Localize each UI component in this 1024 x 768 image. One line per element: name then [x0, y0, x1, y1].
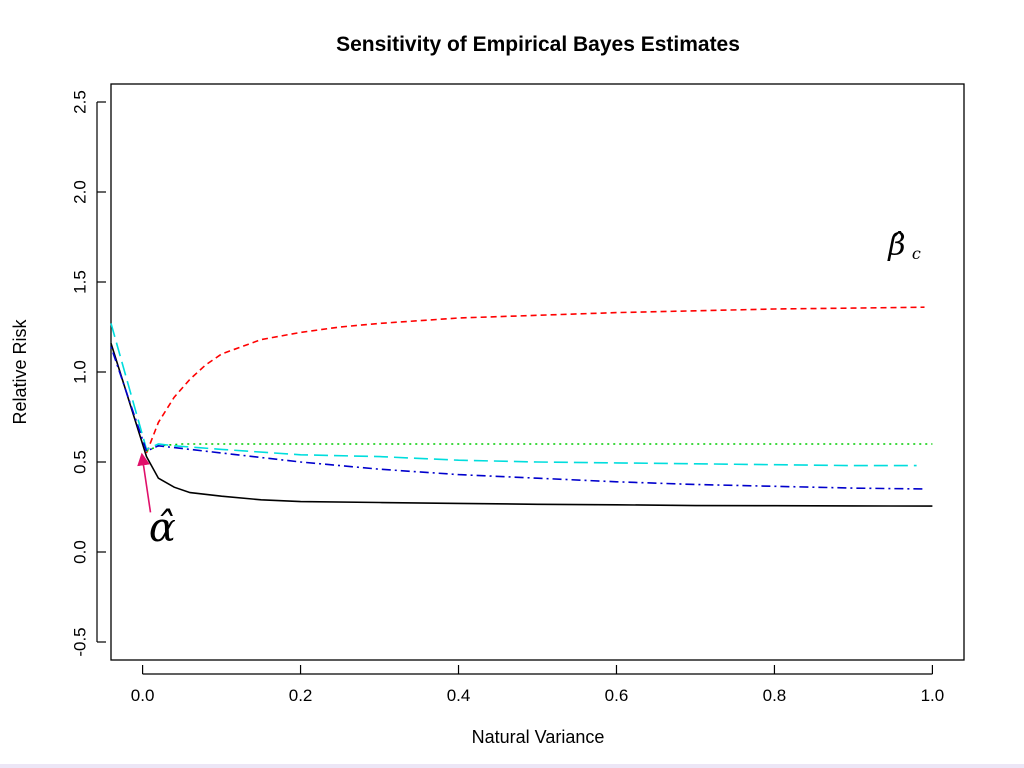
- annotation-layer: α̂ β̂ c: [137, 228, 921, 551]
- series-line-3: [146, 443, 933, 452]
- y-tick-label: 1.0: [70, 360, 89, 384]
- x-tick-label: 0.8: [763, 686, 787, 705]
- x-tick-label: 0.4: [447, 686, 471, 705]
- series-layer: [110, 306, 933, 507]
- beta-hat-label: β̂: [887, 228, 905, 263]
- series-line-2: [145, 306, 925, 454]
- series-line-5: [110, 346, 925, 490]
- chart-title: Sensitivity of Empirical Bayes Estimates: [336, 33, 740, 56]
- y-tick-label: -0.5: [70, 627, 89, 656]
- series-line-4: [110, 323, 917, 467]
- y-tick-label: 0.5: [70, 450, 89, 474]
- y-tick-label: 2.5: [70, 90, 89, 114]
- x-tick-label: 1.0: [921, 686, 945, 705]
- y-axis: -0.5 0.0 0.5 1.0 1.5 2.0 2.5: [70, 90, 106, 657]
- x-axis: 0.0 0.2 0.4 0.6 0.8 1.0: [131, 665, 944, 705]
- x-tick-label: 0.0: [131, 686, 155, 705]
- y-tick-label: 0.0: [70, 540, 89, 564]
- y-tick-label: 2.0: [70, 180, 89, 204]
- series-line-1: [110, 342, 933, 507]
- plot-frame: [110, 83, 965, 661]
- alpha-hat-label: α̂: [149, 505, 176, 551]
- alpha-arrow: [137, 452, 152, 513]
- beta-subscript: c: [912, 244, 921, 263]
- bottom-strip: [0, 764, 1024, 768]
- x-axis-label: Natural Variance: [472, 727, 605, 747]
- y-tick-label: 1.5: [70, 270, 89, 294]
- y-axis-label: Relative Risk: [10, 318, 30, 424]
- x-tick-label: 0.6: [605, 686, 629, 705]
- x-tick-label: 0.2: [289, 686, 313, 705]
